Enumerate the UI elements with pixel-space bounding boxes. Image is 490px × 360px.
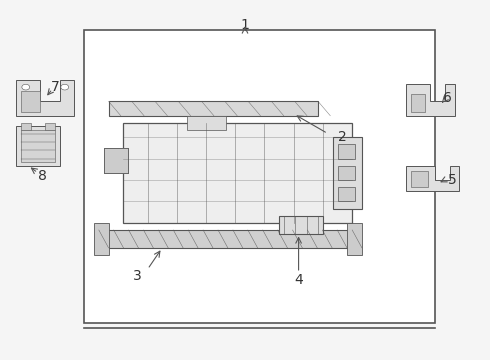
Bar: [338, 187, 355, 202]
Bar: [21, 130, 55, 162]
Bar: [104, 148, 128, 173]
Text: 7: 7: [50, 80, 59, 94]
Text: 4: 4: [294, 273, 303, 287]
Polygon shape: [16, 80, 74, 116]
Bar: [84, 30, 435, 323]
Bar: [333, 137, 362, 208]
Circle shape: [22, 84, 30, 90]
Text: 6: 6: [443, 91, 452, 105]
Bar: [279, 216, 323, 234]
Text: 1: 1: [241, 18, 249, 32]
Circle shape: [61, 84, 69, 90]
Polygon shape: [99, 230, 352, 248]
Bar: [411, 171, 428, 187]
Bar: [338, 144, 355, 158]
Bar: [16, 126, 60, 166]
Bar: [338, 166, 355, 180]
Bar: [411, 94, 425, 112]
Polygon shape: [406, 84, 455, 116]
Text: 3: 3: [133, 269, 142, 283]
Text: 2: 2: [338, 130, 347, 144]
Bar: [347, 223, 362, 255]
Polygon shape: [406, 166, 460, 191]
Polygon shape: [109, 102, 318, 116]
Bar: [45, 123, 55, 130]
Bar: [21, 91, 40, 112]
Text: 8: 8: [38, 170, 47, 184]
Bar: [21, 123, 30, 130]
Bar: [187, 116, 225, 130]
Bar: [104, 148, 128, 173]
Bar: [123, 123, 352, 223]
Bar: [94, 223, 109, 255]
Text: 5: 5: [448, 173, 457, 187]
